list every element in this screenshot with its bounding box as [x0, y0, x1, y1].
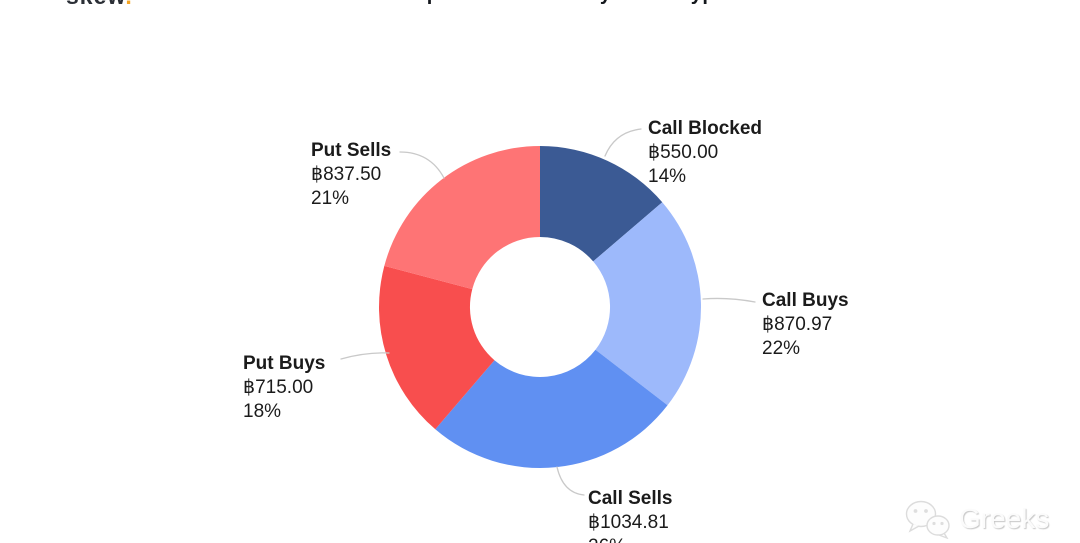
leader-line-call-sells: [556, 466, 585, 496]
slice-percent: 21%: [311, 188, 350, 209]
label-put-buys: Put Buys ฿715.00 18%: [243, 352, 325, 424]
donut-slice-call-buys[interactable]: [593, 202, 701, 406]
label-put-sells: Put Sells ฿837.50 21%: [311, 139, 391, 211]
chart-title: BTC Options Volumes by Trade Type: [362, 0, 782, 5]
slice-amount: ฿715.00: [243, 377, 314, 398]
slice-amount: ฿870.97: [762, 314, 833, 335]
donut-slice-call-sells[interactable]: [435, 349, 668, 469]
slice-percent: 18%: [243, 401, 282, 422]
slice-name: Put Buys: [243, 353, 326, 374]
watermark-text: Greeks: [959, 503, 1050, 534]
donut-slice-put-sells[interactable]: [384, 146, 540, 290]
leader-line-call-blocked: [604, 128, 642, 157]
logo-orange-dot: .: [125, 0, 132, 8]
donut-slice-call-blocked[interactable]: [540, 146, 663, 262]
donut-slice-put-buys[interactable]: [379, 265, 495, 430]
slice-amount: ฿550.00: [648, 142, 719, 163]
label-call-blocked: Call Blocked ฿550.00 14%: [648, 117, 762, 189]
slice-amount: ฿837.50: [311, 164, 382, 185]
greeks-watermark: Greeks: [903, 499, 1049, 539]
slice-name: Call Buys: [762, 290, 849, 311]
leader-line-put-buys: [340, 352, 390, 360]
slice-name: Call Blocked: [648, 118, 763, 139]
slice-percent: 14%: [648, 166, 687, 187]
skew-logo-text: skew.: [66, 0, 186, 8]
donut-slices: [379, 146, 701, 469]
leader-line-call-buys: [702, 297, 756, 303]
slice-percent: 22%: [762, 338, 801, 359]
label-call-sells: Call Sells ฿1034.81 26%: [588, 487, 673, 543]
slice-name: Put Sells: [311, 140, 392, 161]
slice-amount: ฿1034.81: [588, 512, 669, 533]
slice-percent: 26%: [588, 535, 673, 543]
slice-name: Call Sells: [588, 488, 673, 509]
label-call-buys: Call Buys ฿870.97 22%: [762, 289, 849, 361]
skew-logo: skew.: [66, 0, 186, 8]
chart-title-text: BTC Options Volumes by Trade Type: [362, 0, 782, 5]
leader-line-put-sells: [399, 151, 445, 179]
wechat-icon: [905, 500, 950, 539]
